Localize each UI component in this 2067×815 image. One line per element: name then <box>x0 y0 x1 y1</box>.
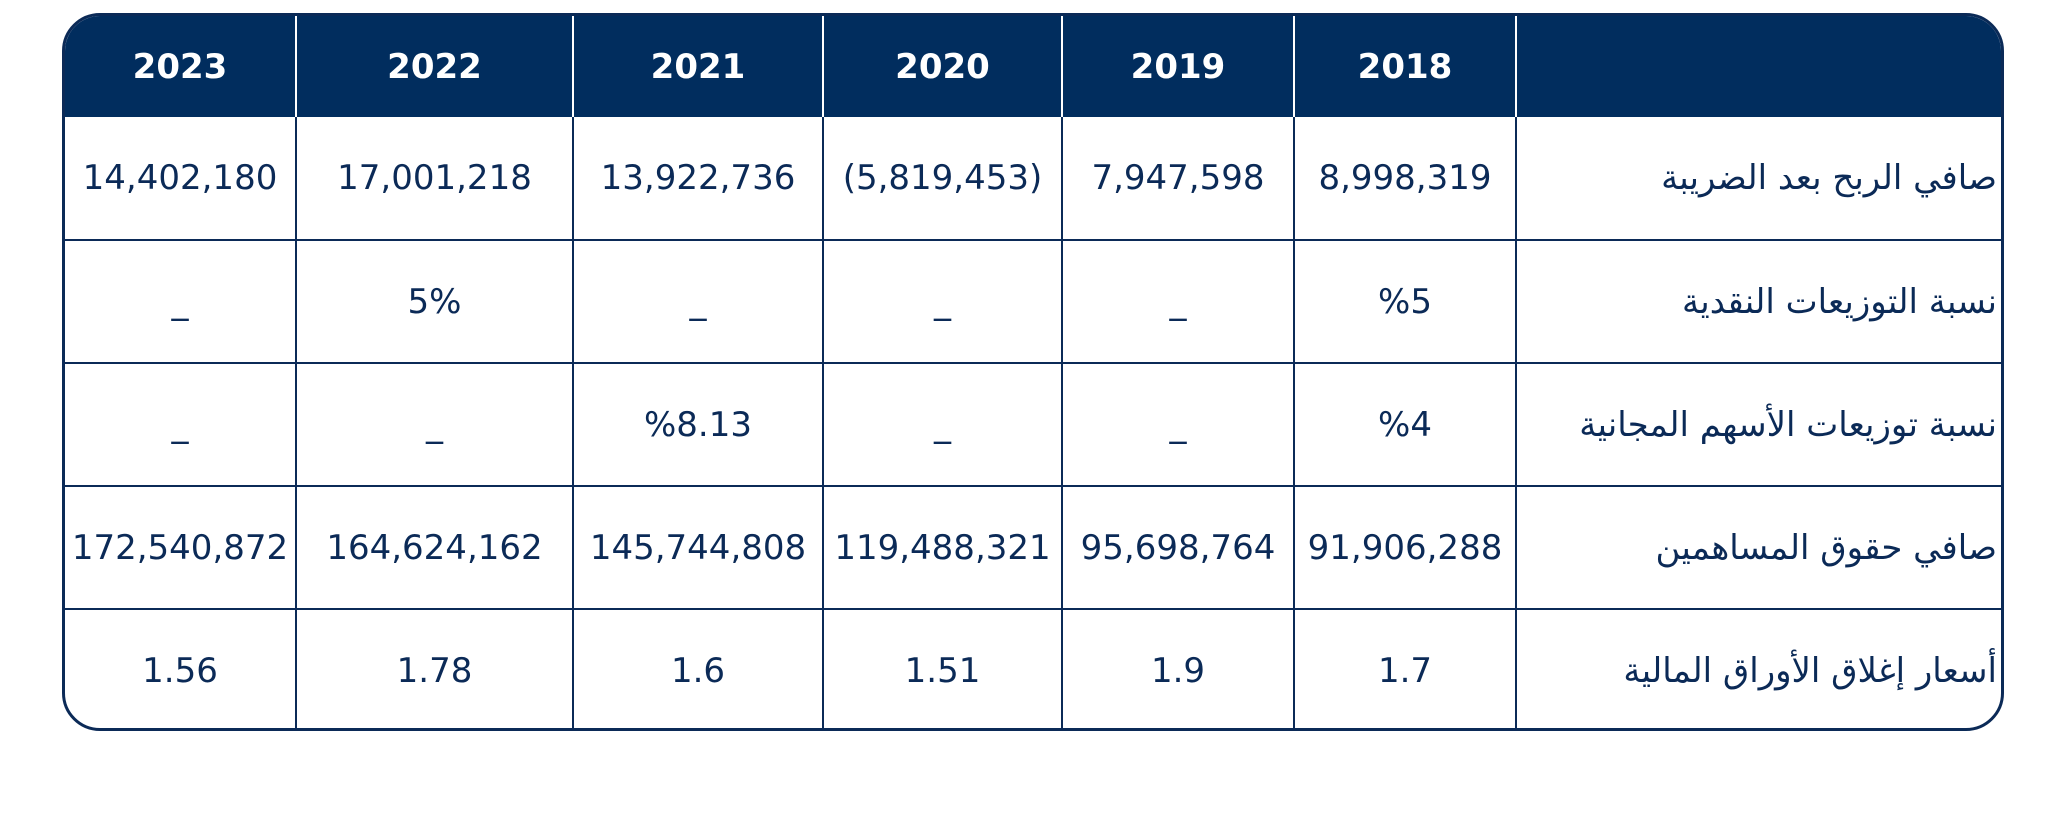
header-row: 2023 2022 2021 2020 2019 2018 <box>65 16 2001 117</box>
cell-net-profit-2021: 13,922,736 <box>572 117 824 241</box>
cell-cash-dividends-2023: _ <box>65 239 297 364</box>
financial-summary-table-container: 2023 2022 2021 2020 2019 2018 14,402,180… <box>62 13 2004 731</box>
cell-bonus-shares-2022: _ <box>295 362 574 487</box>
cell-cash-dividends-2018: %5 <box>1293 239 1517 364</box>
table-row-bonus-shares: _ _ %8.13 _ _ %4 نسبة توزيعات الأسهم الم… <box>65 362 2001 487</box>
cell-cash-dividends-2019: _ <box>1061 239 1295 364</box>
table-row-closing-prices: 1.56 1.78 1.6 1.51 1.9 1.7 أسعار إغلاق ا… <box>65 608 2001 728</box>
cell-equity-2023: 172,540,872 <box>65 485 297 610</box>
cell-cash-dividends-2021: _ <box>572 239 824 364</box>
header-year-2021: 2021 <box>572 16 824 117</box>
header-year-2019: 2019 <box>1061 16 1295 117</box>
cell-bonus-shares-2018: %4 <box>1293 362 1517 487</box>
row-label-bonus-shares: نسبة توزيعات الأسهم المجانية <box>1515 362 2001 487</box>
cell-cash-dividends-2020: _ <box>822 239 1063 364</box>
row-label-shareholders-equity: صافي حقوق المساهمين <box>1515 485 2001 610</box>
cell-equity-2021: 145,744,808 <box>572 485 824 610</box>
cell-bonus-shares-2019: _ <box>1061 362 1295 487</box>
row-label-closing-prices: أسعار إغلاق الأوراق المالية <box>1515 608 2001 728</box>
row-label-cash-dividends: نسبة التوزيعات النقدية <box>1515 239 2001 364</box>
cell-equity-2020: 119,488,321 <box>822 485 1063 610</box>
header-year-2020: 2020 <box>822 16 1063 117</box>
header-year-2022: 2022 <box>295 16 574 117</box>
cell-closing-price-2020: 1.51 <box>822 608 1063 728</box>
cell-equity-2022: 164,624,162 <box>295 485 574 610</box>
cell-closing-price-2022: 1.78 <box>295 608 574 728</box>
financial-summary-table: 2023 2022 2021 2020 2019 2018 14,402,180… <box>65 16 2001 728</box>
cell-closing-price-2021: 1.6 <box>572 608 824 728</box>
header-label-cell <box>1515 16 2001 117</box>
cell-closing-price-2019: 1.9 <box>1061 608 1295 728</box>
header-year-2018: 2018 <box>1293 16 1517 117</box>
cell-net-profit-2023: 14,402,180 <box>65 117 297 241</box>
cell-bonus-shares-2021: %8.13 <box>572 362 824 487</box>
cell-net-profit-2022: 17,001,218 <box>295 117 574 241</box>
cell-equity-2019: 95,698,764 <box>1061 485 1295 610</box>
cell-closing-price-2023: 1.56 <box>65 608 297 728</box>
cell-net-profit-2018: 8,998,319 <box>1293 117 1517 241</box>
row-label-net-profit: صافي الربح بعد الضريبة <box>1515 117 2001 241</box>
table-row-net-profit: 14,402,180 17,001,218 13,922,736 (5,819,… <box>65 117 2001 241</box>
cell-bonus-shares-2020: _ <box>822 362 1063 487</box>
cell-bonus-shares-2023: _ <box>65 362 297 487</box>
header-year-2023: 2023 <box>65 16 297 117</box>
table-row-cash-dividends: _ 5% _ _ _ %5 نسبة التوزيعات النقدية <box>65 239 2001 364</box>
table-row-shareholders-equity: 172,540,872 164,624,162 145,744,808 119,… <box>65 485 2001 610</box>
cell-equity-2018: 91,906,288 <box>1293 485 1517 610</box>
cell-net-profit-2019: 7,947,598 <box>1061 117 1295 241</box>
cell-closing-price-2018: 1.7 <box>1293 608 1517 728</box>
cell-cash-dividends-2022: 5% <box>295 239 574 364</box>
cell-net-profit-2020: (5,819,453) <box>822 117 1063 241</box>
